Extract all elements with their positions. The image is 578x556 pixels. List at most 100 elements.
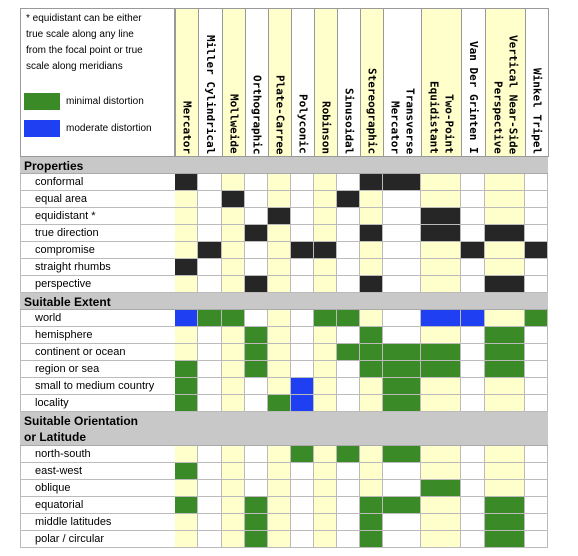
row-label: small to medium country xyxy=(20,378,175,395)
table-cell xyxy=(383,174,421,191)
table-cell xyxy=(175,174,198,191)
table-cell xyxy=(383,259,421,276)
column-header: Mollweide xyxy=(222,8,246,157)
row-label: middle latitudes xyxy=(20,514,175,531)
table-cell xyxy=(314,446,337,463)
table-cell xyxy=(383,208,421,225)
table-cell xyxy=(291,514,314,531)
table-cell xyxy=(198,378,222,395)
table-cell xyxy=(360,378,383,395)
table-cell xyxy=(314,395,337,412)
table-cell xyxy=(175,225,198,242)
table-cell xyxy=(485,276,525,293)
table-cell xyxy=(383,225,421,242)
table-cell xyxy=(525,327,548,344)
table-cell xyxy=(525,225,548,242)
table-cell xyxy=(222,497,245,514)
table-cell xyxy=(222,514,245,531)
header-text: Vertical Near-Side Perspective xyxy=(491,13,521,154)
table-cell xyxy=(198,514,222,531)
table-cell xyxy=(337,259,360,276)
table-cell xyxy=(291,344,314,361)
table-cell xyxy=(461,531,485,548)
table-cell xyxy=(198,531,222,548)
table-cell xyxy=(337,378,360,395)
table-cell xyxy=(175,361,198,378)
table-cell xyxy=(525,361,548,378)
table-cell xyxy=(461,208,485,225)
row-label: east-west xyxy=(20,463,175,480)
header-line: Mercator xyxy=(180,101,194,154)
table-cell xyxy=(485,208,525,225)
table-cell xyxy=(360,395,383,412)
table-cell xyxy=(222,191,245,208)
column-header: Orthographic xyxy=(245,8,269,157)
table-cell xyxy=(525,395,548,412)
table-cell xyxy=(222,344,245,361)
table-cell xyxy=(314,242,337,259)
table-cell xyxy=(314,531,337,548)
column-header: Sinusoidal xyxy=(337,8,361,157)
table-cell xyxy=(222,208,245,225)
column-header: Miller Cylindrical xyxy=(198,8,223,157)
header-text: Winkel Tripel xyxy=(530,13,545,154)
table-cell xyxy=(461,327,485,344)
table-cell xyxy=(175,310,198,327)
table-cell xyxy=(525,276,548,293)
table-cell xyxy=(337,225,360,242)
table-cell xyxy=(175,395,198,412)
table-cell xyxy=(485,531,525,548)
note-line: from the focal point or true xyxy=(26,45,143,56)
legend-label: minimal distortion xyxy=(66,96,144,107)
table-cell xyxy=(461,242,485,259)
legend-swatch xyxy=(24,93,60,110)
table-cell xyxy=(421,361,461,378)
row-label: compromise xyxy=(20,242,175,259)
table-cell xyxy=(461,480,485,497)
table-cell xyxy=(198,480,222,497)
table-cell xyxy=(268,310,291,327)
table-cell xyxy=(291,395,314,412)
table-cell xyxy=(314,225,337,242)
header-text: Transverse Mercator xyxy=(388,13,418,154)
table-cell xyxy=(360,310,383,327)
table-cell xyxy=(421,208,461,225)
table-cell xyxy=(461,446,485,463)
table-cell xyxy=(485,259,525,276)
table-cell xyxy=(337,531,360,548)
table-cell xyxy=(360,208,383,225)
table-cell xyxy=(360,191,383,208)
table-cell xyxy=(175,276,198,293)
table-cell xyxy=(360,276,383,293)
table-cell xyxy=(485,361,525,378)
header-text: Van Der Grinten I xyxy=(466,13,481,154)
note-line: * equidistant can be either xyxy=(26,13,142,24)
table-cell xyxy=(314,191,337,208)
table-cell xyxy=(314,259,337,276)
table-cell xyxy=(337,446,360,463)
table-cell xyxy=(314,327,337,344)
table-cell xyxy=(291,259,314,276)
table-cell xyxy=(383,497,421,514)
table-cell xyxy=(360,446,383,463)
table-cell xyxy=(268,531,291,548)
section-title: or Latitude xyxy=(24,430,86,444)
table-cell xyxy=(222,242,245,259)
table-cell xyxy=(222,327,245,344)
table-cell xyxy=(198,208,222,225)
table-cell xyxy=(421,378,461,395)
table-cell xyxy=(198,242,222,259)
table-cell xyxy=(421,446,461,463)
header-text: Robinson xyxy=(319,13,334,154)
table-cell xyxy=(337,276,360,293)
table-cell xyxy=(525,497,548,514)
table-cell xyxy=(222,480,245,497)
section-header: Suitable Extent xyxy=(20,293,548,310)
table-cell xyxy=(175,514,198,531)
section-title: Properties xyxy=(24,159,84,173)
table-cell xyxy=(175,327,198,344)
table-cell xyxy=(421,191,461,208)
table-cell xyxy=(175,344,198,361)
table-cell xyxy=(383,514,421,531)
table-cell xyxy=(461,463,485,480)
